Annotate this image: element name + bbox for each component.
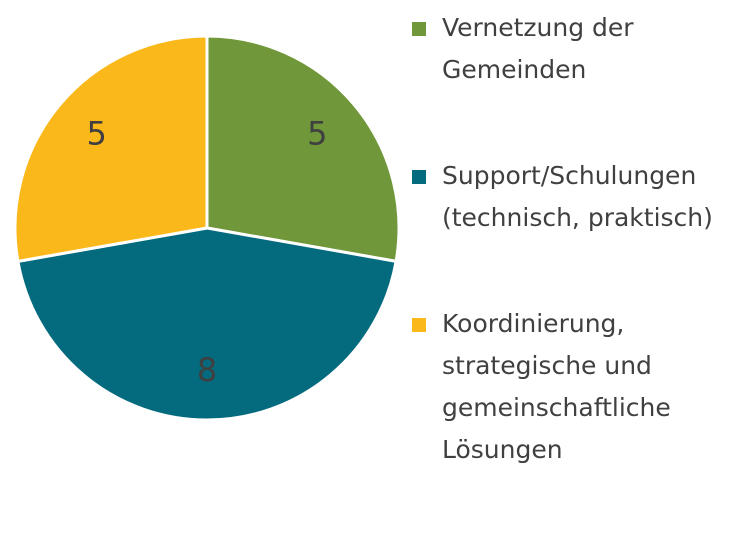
- legend: Vernetzung der Gemeinden Support/Schulung…: [412, 7, 742, 535]
- chart: 5 8 5 Vernetzung der Gemeinden Support/Schu…: [13, 13, 713, 464]
- legend-label: Support/Schulungen (technisch, praktisch…: [442, 161, 713, 232]
- data-label: 5: [87, 114, 107, 152]
- legend-swatch: [412, 170, 426, 184]
- pie-slice: [16, 226, 398, 422]
- data-label: 5: [307, 114, 327, 152]
- legend-entry: Support/Schulungen (technisch, praktisch…: [412, 155, 742, 239]
- pie-slice: [13, 34, 209, 264]
- legend-entry: Koordinierung, strategische und gemeinsc…: [412, 303, 742, 471]
- legend-swatch: [412, 318, 426, 332]
- data-label: 8: [197, 351, 217, 389]
- legend-label: Vernetzung der Gemeinden: [442, 13, 634, 84]
- legend-entry: Vernetzung der Gemeinden: [412, 7, 742, 91]
- legend-label: Koordinierung, strategische und gemeinsc…: [442, 309, 671, 464]
- legend-swatch: [412, 22, 426, 36]
- pie-slice: [205, 34, 401, 264]
- pie-area: 5 8 5: [13, 34, 401, 422]
